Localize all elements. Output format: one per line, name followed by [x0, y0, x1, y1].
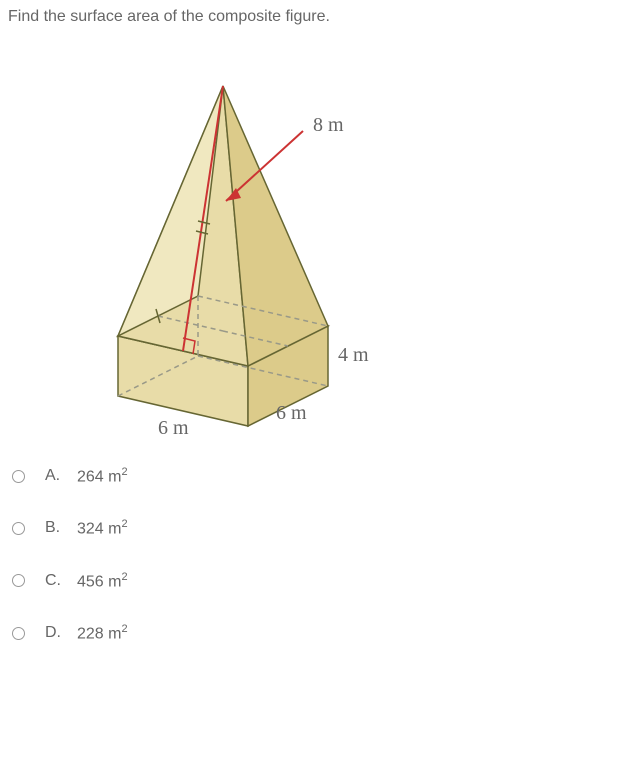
option-letter: A. [45, 467, 65, 485]
composite-figure-svg: 8 m 4 m 6 m 6 m [78, 56, 398, 436]
radio-icon [12, 522, 25, 535]
option-letter: D. [45, 624, 65, 642]
option-b[interactable]: B. 324 m2 [12, 518, 610, 538]
label-prism-height: 4 m [338, 344, 369, 366]
option-value: 228 m2 [77, 623, 128, 643]
option-value: 264 m2 [77, 466, 128, 486]
answer-options: A. 264 m2 B. 324 m2 C. 456 m2 D. 228 m2 [12, 466, 610, 643]
option-letter: B. [45, 519, 65, 537]
radio-icon [12, 470, 25, 483]
label-slant-height: 8 m [313, 114, 344, 136]
option-value: 456 m2 [77, 571, 128, 591]
option-c[interactable]: C. 456 m2 [12, 571, 610, 591]
radio-icon [12, 574, 25, 587]
question-text: Find the surface area of the composite f… [8, 8, 610, 26]
label-base-width: 6 m [276, 402, 307, 424]
geometry-figure: 8 m 4 m 6 m 6 m [78, 56, 398, 436]
option-a[interactable]: A. 264 m2 [12, 466, 610, 486]
option-value: 324 m2 [77, 518, 128, 538]
label-base-depth: 6 m [158, 417, 189, 436]
radio-icon [12, 627, 25, 640]
option-d[interactable]: D. 228 m2 [12, 623, 610, 643]
option-letter: C. [45, 572, 65, 590]
